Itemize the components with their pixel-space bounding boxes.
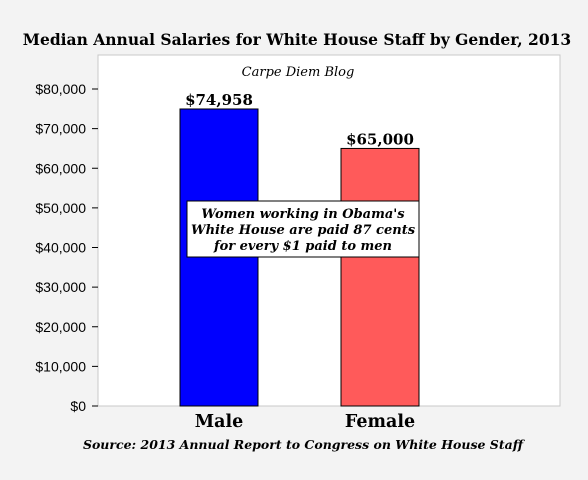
y-tick-label: $30,000: [35, 279, 86, 295]
annotation-line-3: for every $1 paid to men: [213, 239, 392, 254]
annotation-box: Women working in Obama's White House are…: [186, 200, 420, 258]
y-tick-label: $80,000: [35, 81, 86, 97]
chart-subtitle: Carpe Diem Blog: [242, 65, 355, 80]
data-label: $74,958: [185, 91, 253, 109]
x-tick-label: Female: [345, 412, 415, 432]
data-label: $65,000: [346, 130, 414, 148]
y-tick-label: $10,000: [35, 358, 86, 374]
y-tick-label: $70,000: [35, 121, 86, 137]
y-tick-label: $40,000: [35, 240, 86, 256]
annotation-line-1: Women working in Obama's: [201, 207, 405, 222]
y-tick-label: $60,000: [35, 160, 86, 176]
y-tick-label: $20,000: [35, 319, 86, 335]
y-tick-label: $0: [70, 398, 86, 414]
annotation-line-2: White House are paid 87 cents: [191, 223, 416, 238]
chart-source: Source: 2013 Annual Report to Congress o…: [83, 437, 526, 452]
annotation-background: [186, 200, 420, 258]
y-axis: $0 $10,000 $20,000 $30,000 $40,000 $50,000 $60…: [35, 81, 98, 414]
y-tick-label: $50,000: [35, 200, 86, 216]
x-tick-label: Male: [195, 412, 244, 432]
chart-title: Median Annual Salaries for White House S…: [23, 30, 571, 49]
bar-female: [340, 147, 420, 407]
